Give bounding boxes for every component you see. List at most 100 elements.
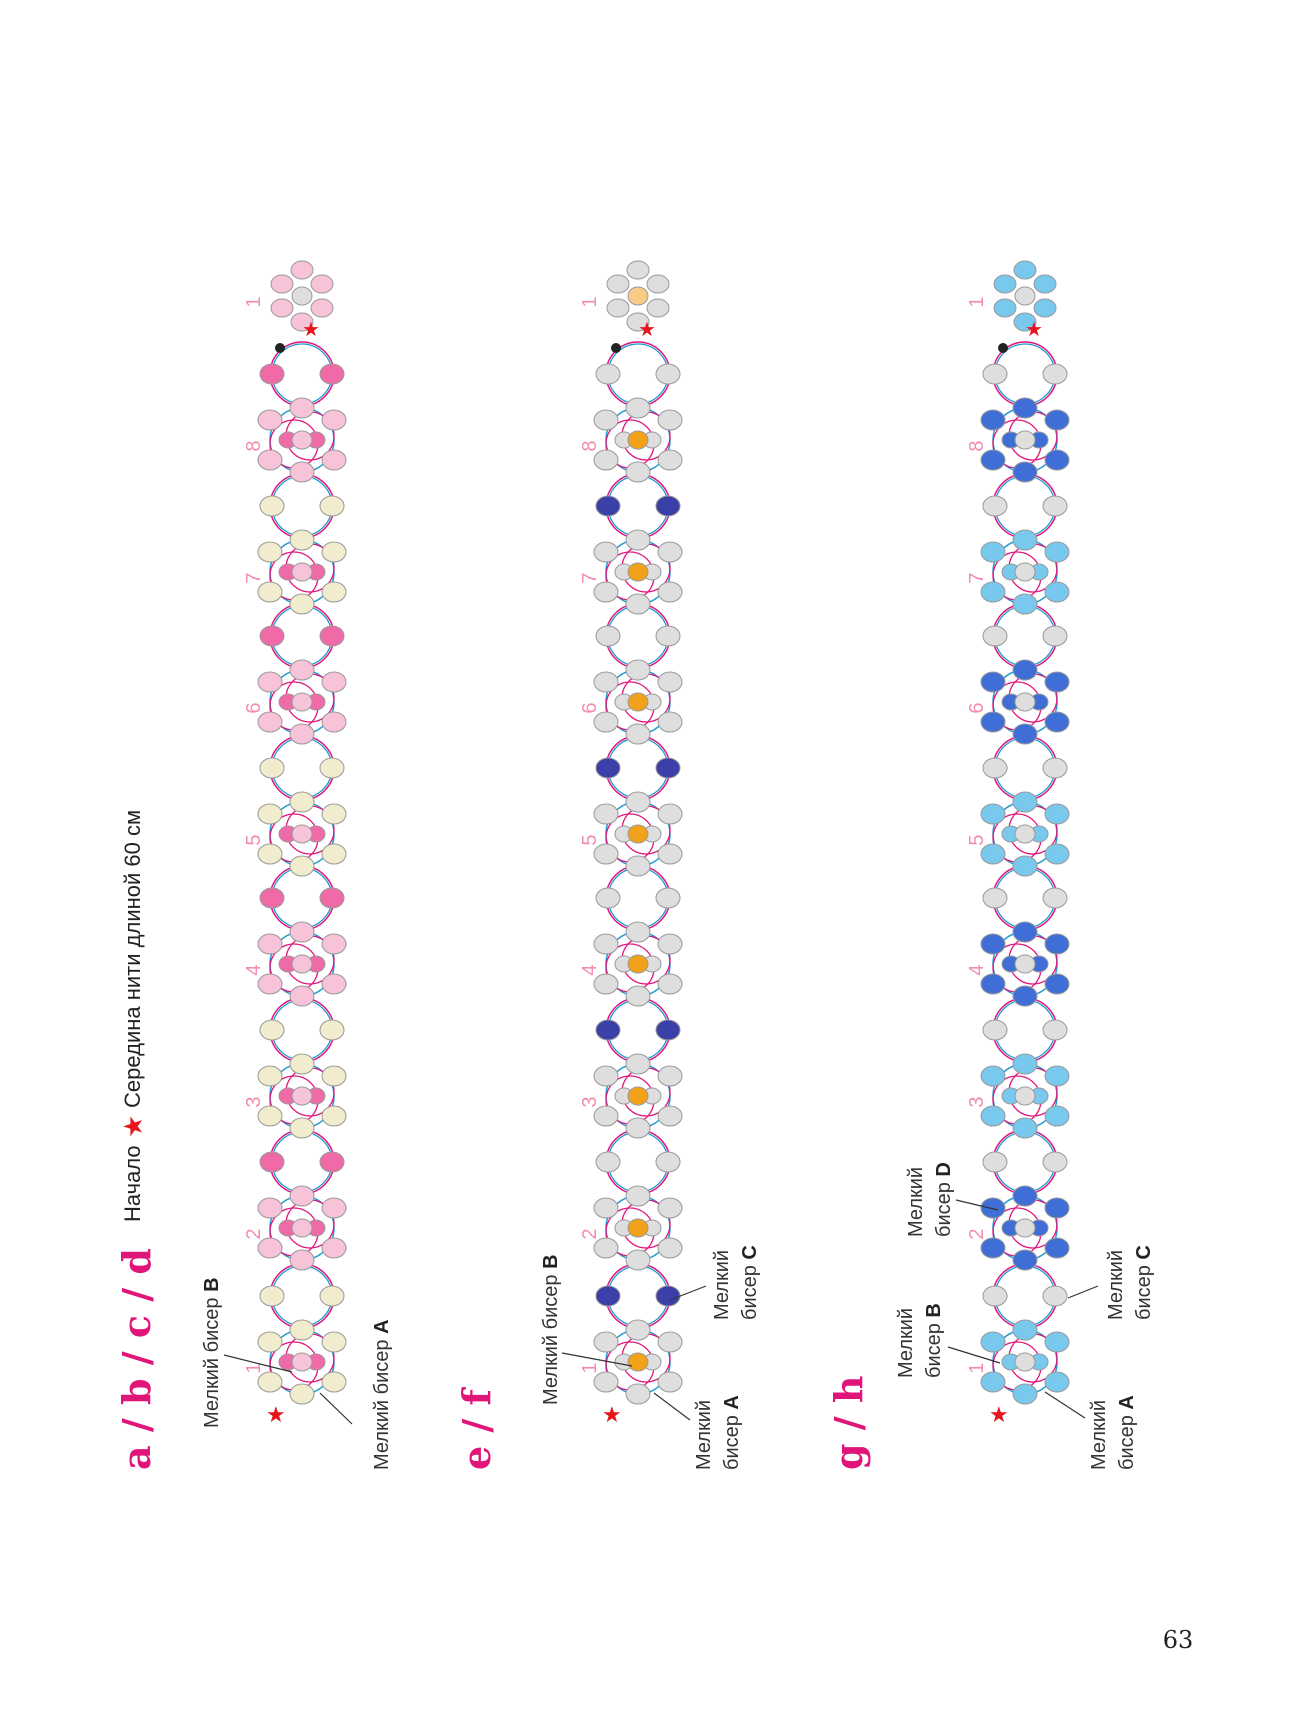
callout-bead-letter: A	[1116, 1395, 1138, 1409]
bead	[1044, 973, 1070, 995]
bead	[289, 1319, 315, 1341]
callout-text-2: бисер	[1116, 1410, 1138, 1470]
bead	[627, 1218, 649, 1238]
bead	[593, 409, 619, 431]
bead	[259, 363, 285, 385]
bead	[321, 1197, 347, 1219]
bead	[1044, 803, 1070, 825]
bead	[627, 1352, 649, 1372]
bead	[289, 593, 315, 615]
bead	[593, 803, 619, 825]
bead	[655, 363, 681, 385]
bead	[1012, 855, 1038, 877]
bead	[1012, 461, 1038, 483]
bead	[257, 1197, 283, 1219]
bead	[1042, 1151, 1068, 1173]
motif-number: 4	[243, 964, 265, 975]
bead	[627, 562, 649, 582]
bead	[657, 1065, 683, 1087]
bead	[257, 933, 283, 955]
bead	[627, 430, 649, 450]
bead	[321, 1237, 347, 1259]
callout-text: Мелкий бисер	[371, 1334, 393, 1470]
bead	[657, 843, 683, 865]
bead	[593, 1237, 619, 1259]
callout-gh-c: Мелкий бисер C	[1105, 1245, 1155, 1320]
bead	[321, 711, 347, 733]
bead	[595, 1285, 621, 1307]
bead	[593, 1065, 619, 1087]
bead	[593, 1331, 619, 1353]
bead	[657, 711, 683, 733]
bead	[646, 298, 670, 318]
bead	[270, 274, 294, 294]
bead	[321, 803, 347, 825]
bead	[657, 1237, 683, 1259]
motif-number: 3	[579, 1096, 601, 1107]
motif-number: 2	[243, 1228, 265, 1239]
bead	[980, 1105, 1006, 1127]
motif-number: 8	[966, 440, 988, 451]
legend-mid-label: Середина нити длиной 60 см	[120, 810, 145, 1108]
bead	[1044, 933, 1070, 955]
bead	[980, 1331, 1006, 1353]
motif-number: 1	[243, 296, 265, 307]
bead	[980, 671, 1006, 693]
motif-number: 2	[579, 1228, 601, 1239]
bead	[319, 495, 345, 517]
thread-knot	[611, 343, 621, 353]
motif-number: 1	[579, 296, 601, 307]
bead	[1012, 659, 1038, 681]
motif-number: 5	[243, 834, 265, 845]
bead	[259, 887, 285, 909]
bead	[257, 1105, 283, 1127]
callout-text: Мелкий	[693, 1400, 715, 1470]
bead	[321, 1105, 347, 1127]
bead	[625, 985, 651, 1007]
bead	[982, 1151, 1008, 1173]
start-star-icon: ★	[602, 1403, 622, 1428]
bead	[657, 1371, 683, 1393]
bead	[980, 973, 1006, 995]
bead	[257, 1371, 283, 1393]
bead	[1012, 921, 1038, 943]
start-star-icon: ★	[989, 1403, 1009, 1428]
bead	[319, 1151, 345, 1173]
bead	[257, 449, 283, 471]
bead	[259, 495, 285, 517]
bead	[982, 363, 1008, 385]
bead	[289, 1185, 315, 1207]
bead	[627, 1086, 649, 1106]
bead	[625, 1383, 651, 1405]
bead	[1014, 1086, 1036, 1106]
bead	[289, 1053, 315, 1075]
bead	[1042, 757, 1068, 779]
motif-number: 5	[579, 834, 601, 845]
callout-bead-letter: B	[201, 1277, 223, 1291]
bead	[657, 1105, 683, 1127]
bead	[980, 1237, 1006, 1259]
mid-star-icon: ★	[302, 317, 320, 341]
motif-number: 7	[966, 572, 988, 583]
callout-bead-letter: B	[923, 1303, 945, 1317]
callout-text: Мелкий бисер	[540, 1269, 562, 1405]
bead	[289, 397, 315, 419]
bead	[1042, 495, 1068, 517]
callout-bead-letter: A	[371, 1319, 393, 1333]
motif-number: 4	[579, 964, 601, 975]
bead	[1014, 824, 1036, 844]
bead	[625, 659, 651, 681]
bead	[289, 985, 315, 1007]
motif-number: 6	[579, 702, 601, 713]
bead	[257, 1065, 283, 1087]
bead	[1044, 671, 1070, 693]
bead	[980, 541, 1006, 563]
bead	[593, 933, 619, 955]
bead	[993, 274, 1017, 294]
bead	[982, 1019, 1008, 1041]
page-number: 63	[1163, 1626, 1194, 1654]
bead	[1013, 312, 1037, 332]
bead	[593, 581, 619, 603]
